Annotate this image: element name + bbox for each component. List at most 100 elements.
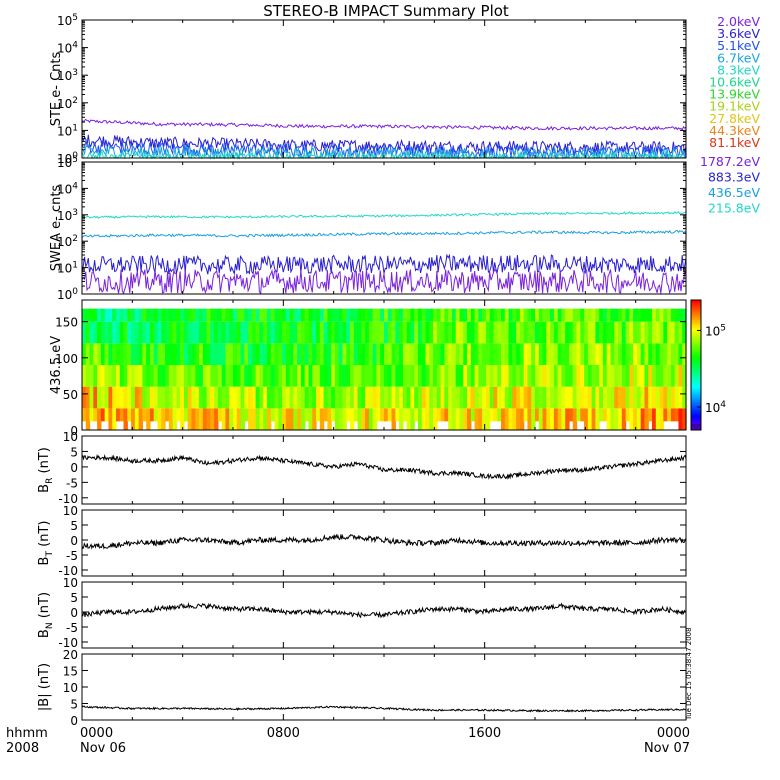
heatmap-cell (172, 408, 177, 430)
colorbar-segment (691, 315, 701, 318)
heatmap-cell (410, 343, 415, 365)
panel-pad: 0 50 100 150 436.5 eV 104 105 (49, 299, 726, 438)
heatmap-cell (153, 343, 159, 365)
heatmap-cell (546, 321, 551, 344)
heatmap-cell (153, 408, 159, 422)
heatmap-cell (153, 321, 159, 344)
heatmap-cell (553, 408, 559, 430)
heatmap-cell (112, 408, 117, 430)
heatmap-cell (100, 408, 106, 422)
heatmap-cell (187, 343, 193, 365)
heatmap-cell (368, 386, 374, 409)
heatmap-cell (410, 321, 415, 344)
heatmap-cell (338, 343, 344, 365)
series-2.0keV (81, 118, 687, 131)
heatmap-cell (293, 386, 298, 409)
heatmap-cell (410, 308, 415, 322)
heatmap-cell (274, 343, 279, 365)
heatmap-cell (338, 365, 344, 387)
heatmap-cell (168, 343, 174, 365)
heatmap-cell (346, 408, 351, 422)
heatmap-cell (527, 308, 532, 322)
y-axis-label: 436.5 eV (49, 336, 64, 394)
heatmap-cell (493, 308, 498, 322)
y-tick-label: 20 (63, 648, 78, 662)
heatmap-cell (127, 343, 132, 365)
heatmap-cell (440, 321, 446, 344)
heatmap-cell (625, 343, 630, 365)
y-tick-label: 10 (63, 681, 78, 695)
heatmap-cell (414, 308, 419, 322)
colorbar-segment (691, 358, 701, 362)
heatmap-cell (293, 308, 298, 322)
heatmap-cell (402, 321, 408, 344)
heatmap-cell (127, 365, 132, 387)
heatmap-cell (350, 365, 355, 387)
y-tick-label: 15 (63, 665, 78, 679)
heatmap-cell (463, 321, 468, 344)
heatmap-cell (584, 343, 589, 365)
heatmap-cell (433, 308, 438, 322)
legend-item: 10.6keV (709, 75, 760, 90)
heatmap-cell (561, 365, 566, 387)
heatmap-cell (474, 386, 479, 409)
heatmap-cell (380, 365, 385, 387)
heatmap-cell (161, 386, 166, 409)
heatmap-cell (606, 408, 612, 430)
heatmap-cell (289, 386, 295, 409)
heatmap-cell (236, 343, 242, 365)
heatmap-cell (259, 321, 264, 344)
heatmap-cell (425, 321, 430, 344)
colorbar-segment (691, 380, 701, 383)
heatmap-cell (436, 343, 442, 365)
heatmap-cell (248, 308, 253, 322)
y-tick-label: -10 (58, 564, 78, 578)
colorbar-segment (691, 326, 701, 329)
heatmap-cell (270, 343, 276, 365)
heatmap-cell (233, 408, 238, 430)
heatmap-cell (402, 308, 408, 322)
heatmap-cell (614, 321, 619, 344)
heatmap-cell (576, 308, 581, 322)
colorbar-segment (691, 388, 701, 392)
heatmap-cell (308, 308, 313, 322)
heatmap-cell (285, 365, 291, 387)
heatmap-cell (602, 386, 608, 409)
heatmap-cell (682, 321, 687, 344)
heatmap-cell (240, 408, 245, 430)
heatmap-cell (470, 321, 476, 344)
heatmap-cell (508, 386, 513, 409)
heatmap-cell (429, 386, 434, 409)
heatmap-cell (399, 308, 404, 322)
heatmap-cell (357, 321, 362, 344)
heatmap-cell (251, 308, 257, 322)
legend-item: 8.3keV (717, 62, 760, 77)
heatmap-cell (591, 365, 597, 387)
heatmap-cell (652, 408, 657, 430)
heatmap-cell (659, 308, 664, 322)
heatmap-cell (463, 308, 468, 322)
heatmap-cell (436, 308, 442, 322)
heatmap-cell (210, 386, 215, 409)
heatmap-cell (142, 386, 147, 409)
heatmap-cell (282, 321, 287, 344)
heatmap-cell (285, 308, 291, 322)
heatmap-cell (602, 321, 608, 344)
heatmap-cell (293, 321, 298, 344)
heatmap-cell (119, 308, 125, 322)
heatmap-cell (308, 408, 313, 430)
heatmap-cell (504, 321, 510, 344)
heatmap-cell (263, 365, 268, 387)
heatmap-cell (221, 308, 227, 322)
heatmap-cell (584, 386, 589, 409)
heatmap-cell (82, 308, 87, 322)
colorbar-segment (691, 362, 701, 366)
heatmap-cell (519, 308, 525, 322)
heatmap-cell (467, 365, 472, 387)
heatmap-cell (225, 365, 230, 387)
y-axis-label: |B| (nT) (37, 663, 52, 711)
heatmap-cell (504, 343, 510, 365)
heatmap-cell (580, 386, 585, 409)
heatmap-cell (667, 321, 672, 344)
heatmap-cell (527, 408, 532, 430)
